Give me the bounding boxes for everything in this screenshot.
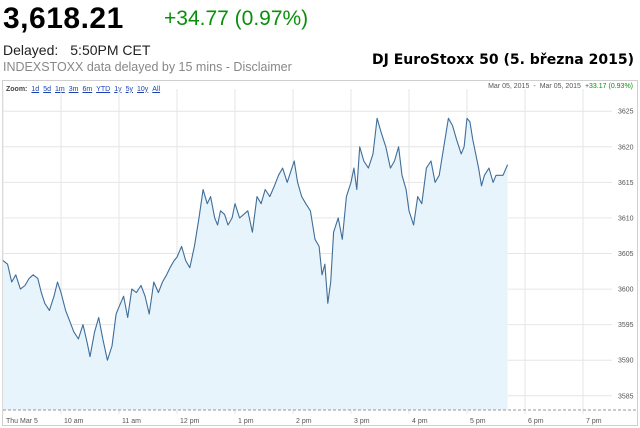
delayed-status: Delayed: 5:50PM CET	[3, 42, 150, 58]
y-tick-label: 3605	[618, 251, 634, 258]
x-tick-label: 12 pm	[180, 418, 200, 425]
y-tick-label: 3585	[618, 393, 634, 400]
x-tick-label: 6 pm	[528, 418, 544, 425]
range-separator: -	[533, 83, 536, 90]
zoom-option-5y[interactable]: 5y	[125, 85, 133, 93]
x-tick-label: 3 pm	[354, 418, 370, 425]
x-tick-label: 1 pm	[238, 418, 254, 425]
delayed-label: Delayed:	[3, 42, 59, 58]
delayed-time: 5:50PM CET	[70, 42, 151, 58]
zoom-option-1m[interactable]: 1m	[54, 85, 65, 93]
y-tick-label: 3620	[618, 144, 634, 151]
quote-header: 3,618.21 +34.77 (0.97%) Delayed: 5:50PM C…	[0, 0, 640, 80]
x-tick-label: 7 pm	[586, 418, 602, 425]
zoom-option-10y[interactable]: 10y	[137, 85, 149, 93]
x-tick-label: 4 pm	[412, 418, 428, 425]
x-tick-label: 5 pm	[470, 418, 486, 425]
zoom-option-5d[interactable]: 5d	[43, 85, 51, 93]
series-area	[3, 118, 508, 411]
y-tick-label: 3595	[618, 322, 634, 329]
zoom-bar: Zoom: 1d 5d 1m 3m 6m YTD 1y 5y 10y All	[6, 82, 164, 96]
range-end: Mar 05, 2015	[539, 83, 581, 90]
x-tick-label: 11 am	[122, 418, 141, 425]
y-tick-label: 3590	[618, 358, 634, 365]
x-tick-label: 10 am	[64, 418, 84, 425]
y-tick-label: 3615	[618, 180, 634, 187]
data-disclaimer[interactable]: INDEXSTOXX data delayed by 15 mins - Dis…	[3, 60, 292, 74]
y-tick-label: 3625	[618, 109, 634, 116]
zoom-option-1d[interactable]: 1d	[31, 85, 40, 93]
chart-title: DJ EuroStoxx 50 (5. března 2015)	[372, 52, 634, 68]
index-price: 3,618.21	[3, 2, 124, 35]
x-tick-label: Thu Mar 5	[6, 418, 38, 425]
series-line	[2, 117, 509, 361]
y-tick-label: 3600	[618, 287, 634, 294]
y-tick-label: 3610	[618, 215, 634, 222]
x-tick-label: 2 pm	[296, 418, 312, 425]
range-readout: Mar 05, 2015 - Mar 05, 2015 +33.17 (0.93…	[488, 83, 633, 90]
price-change: +34.77 (0.97%)	[164, 7, 309, 30]
zoom-option-6m[interactable]: 6m	[82, 85, 93, 93]
zoom-option-3m[interactable]: 3m	[68, 85, 79, 93]
zoom-option-1y[interactable]: 1y	[114, 85, 122, 93]
zoom-option-all[interactable]: All	[152, 85, 161, 93]
zoom-label: Zoom:	[6, 85, 28, 93]
range-change: +33.17 (0.93%)	[584, 83, 633, 90]
zoom-option-ytd[interactable]: YTD	[96, 85, 111, 93]
range-start: Mar 05, 2015	[488, 83, 530, 90]
